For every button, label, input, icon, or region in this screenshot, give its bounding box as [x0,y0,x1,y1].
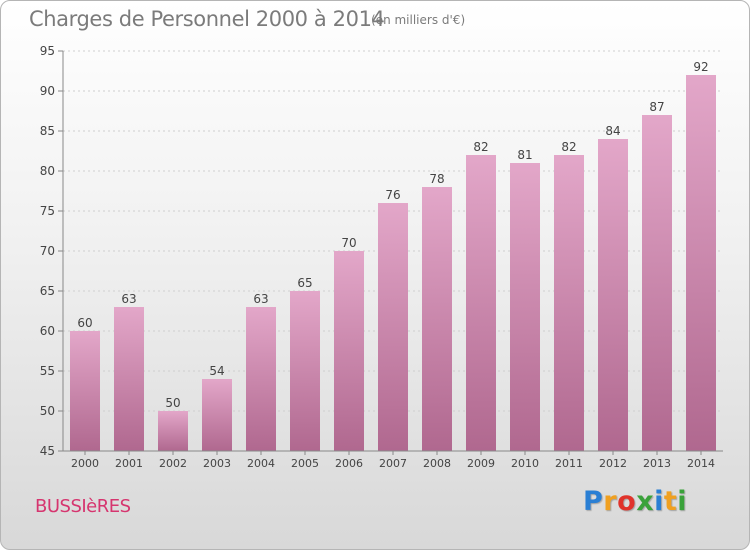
logo-letter: P [583,486,604,517]
logo-letter: t [663,486,678,517]
data-label: 63 [121,292,136,306]
data-label: 78 [429,172,444,186]
data-label: 54 [209,364,224,378]
chart-subtitle: (en milliers d'€) [371,13,466,27]
y-tick-label: 90 [40,84,55,98]
bar [202,379,232,451]
y-tick-label: 95 [40,44,55,58]
x-tick-label: 2004 [247,457,275,470]
data-label: 82 [561,140,576,154]
data-label: 92 [693,60,708,74]
bar [554,155,584,451]
logo-letter: i [654,486,664,517]
x-tick-label: 2010 [511,457,539,470]
data-label: 82 [473,140,488,154]
data-label: 87 [649,100,664,114]
bar [642,115,672,451]
data-label: 81 [517,148,532,162]
y-tick-label: 45 [40,444,55,458]
y-tick-label: 60 [40,324,55,338]
data-label: 65 [297,276,312,290]
logo-letter: x [636,486,655,517]
bar [70,331,100,451]
x-tick-label: 2012 [599,457,627,470]
x-tick-label: 2011 [555,457,583,470]
x-tick-label: 2005 [291,457,319,470]
bar [378,203,408,451]
bar [334,251,364,451]
bar [598,139,628,451]
commune-name: BUSSIèRES [35,496,131,517]
x-tick-label: 2009 [467,457,495,470]
y-tick-label: 75 [40,204,55,218]
data-label: 76 [385,188,400,202]
x-tick-label: 2003 [203,457,231,470]
data-label: 60 [77,316,92,330]
y-tick-label: 55 [40,364,55,378]
y-tick-label: 70 [40,244,55,258]
logo-letter: o [617,486,637,517]
x-tick-label: 2007 [379,457,407,470]
bar [510,163,540,451]
bar [686,75,716,451]
data-label: 63 [253,292,268,306]
bar [114,307,144,451]
x-tick-label: 2000 [71,457,99,470]
logo-letter: i [677,486,688,517]
x-tick-label: 2001 [115,457,143,470]
bar [466,155,496,451]
data-label: 50 [165,396,180,410]
y-tick-label: 80 [40,164,55,178]
y-tick-label: 85 [40,124,55,138]
proxiti-logo[interactable]: Proxiti [583,486,687,517]
bar [290,291,320,451]
y-tick-label: 65 [40,284,55,298]
bar [422,187,452,451]
chart-title: Charges de Personnel 2000 à 2014 [29,7,385,31]
bar [246,307,276,451]
data-label: 84 [605,124,620,138]
x-tick-label: 2002 [159,457,187,470]
bar [158,411,188,451]
logo-letter: r [603,486,618,517]
data-label: 70 [341,236,356,250]
x-tick-label: 2006 [335,457,363,470]
y-tick-label: 50 [40,404,55,418]
x-tick-label: 2008 [423,457,451,470]
x-tick-label: 2013 [643,457,671,470]
x-tick-label: 2014 [687,457,715,470]
